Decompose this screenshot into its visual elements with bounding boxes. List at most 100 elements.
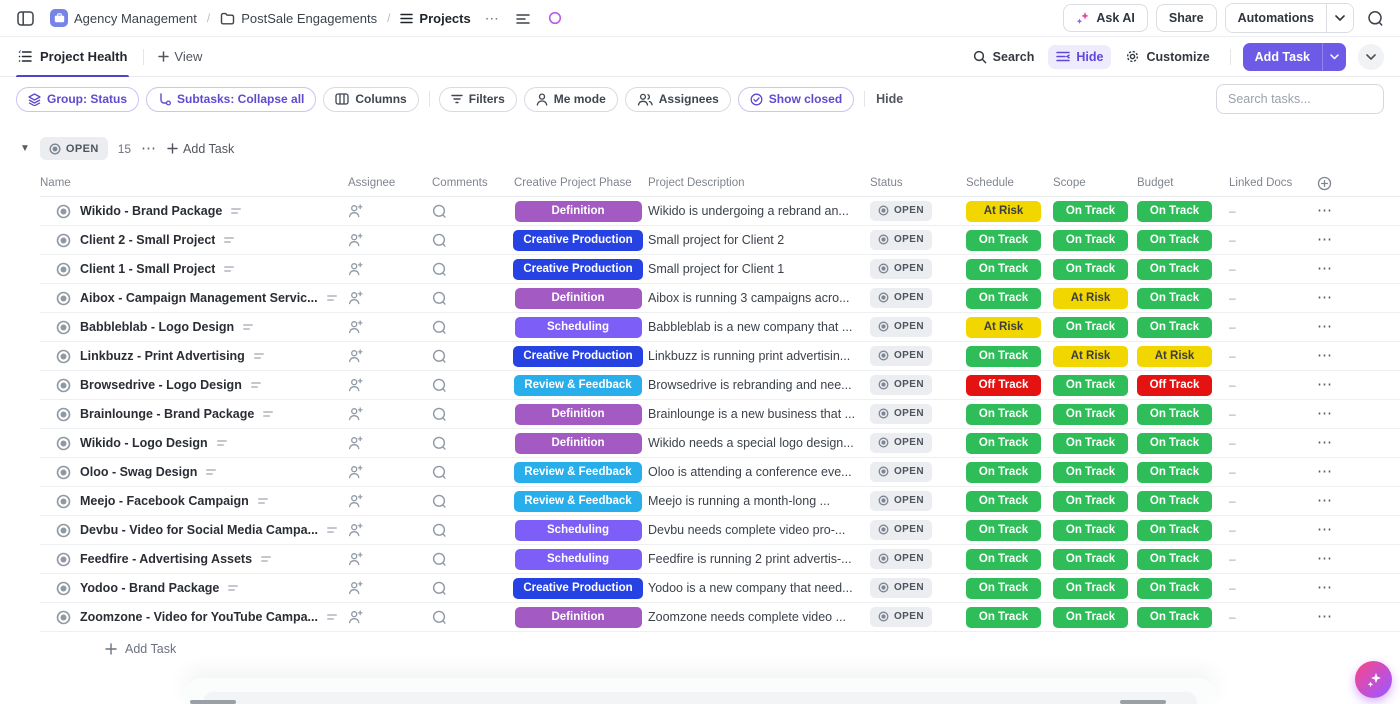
- row-menu-cell[interactable]: ⋯: [1317, 463, 1397, 480]
- budget-cell[interactable]: On Track: [1137, 287, 1229, 309]
- scope-pill[interactable]: At Risk: [1053, 345, 1128, 367]
- comments-cell[interactable]: [432, 494, 508, 509]
- budget-cell[interactable]: On Track: [1137, 403, 1229, 425]
- task-name-cell[interactable]: Oloo - Swag Design: [40, 465, 348, 480]
- task-status-radio-icon[interactable]: [56, 233, 71, 248]
- scope-cell[interactable]: On Track: [1053, 403, 1137, 425]
- column-header-comments[interactable]: Comments: [432, 177, 488, 189]
- share-button[interactable]: Share: [1155, 4, 1217, 32]
- linked-docs-cell[interactable]: –: [1229, 579, 1317, 597]
- scope-cell[interactable]: On Track: [1053, 316, 1137, 338]
- linked-docs-cell[interactable]: –: [1229, 463, 1317, 481]
- scope-cell[interactable]: On Track: [1053, 200, 1137, 222]
- status-badge[interactable]: OPEN: [870, 490, 932, 511]
- scope-pill[interactable]: On Track: [1053, 374, 1128, 396]
- schedule-pill[interactable]: On Track: [966, 519, 1041, 541]
- row-menu-cell[interactable]: ⋯: [1317, 550, 1397, 567]
- scope-pill[interactable]: On Track: [1053, 548, 1128, 570]
- scope-pill[interactable]: On Track: [1053, 200, 1128, 222]
- table-row[interactable]: Brainlounge - Brand Package Definition B…: [40, 400, 1400, 429]
- comment-bubble-icon[interactable]: [432, 204, 447, 219]
- table-row[interactable]: Browsedrive - Logo Design Review & Feedb…: [40, 371, 1400, 400]
- budget-cell[interactable]: On Track: [1137, 490, 1229, 512]
- schedule-pill[interactable]: At Risk: [966, 200, 1041, 222]
- add-assignee-icon[interactable]: [348, 552, 363, 566]
- task-status-radio-icon[interactable]: [56, 320, 71, 335]
- add-task-dropdown[interactable]: [1322, 42, 1346, 71]
- table-row[interactable]: Yodoo - Brand Package Creative Productio…: [40, 574, 1400, 603]
- status-cell[interactable]: OPEN: [870, 548, 966, 570]
- column-header-schedule[interactable]: Schedule: [966, 177, 1014, 189]
- budget-cell[interactable]: On Track: [1137, 577, 1229, 599]
- task-name-cell[interactable]: Feedfire - Advertising Assets: [40, 552, 348, 567]
- description-cell[interactable]: Small project for Client 2: [648, 231, 870, 249]
- add-assignee-icon[interactable]: [348, 465, 363, 479]
- row-menu-icon[interactable]: ⋯: [1317, 289, 1333, 306]
- add-view-button[interactable]: View: [158, 49, 202, 64]
- table-row[interactable]: Devbu - Video for Social Media Campa... …: [40, 516, 1400, 545]
- table-row[interactable]: Wikido - Logo Design Definition Wikido n…: [40, 429, 1400, 458]
- schedule-cell[interactable]: On Track: [966, 490, 1053, 512]
- column-header-budget[interactable]: Budget: [1137, 177, 1174, 189]
- comments-cell[interactable]: [432, 436, 508, 451]
- schedule-cell[interactable]: On Track: [966, 258, 1053, 280]
- budget-pill[interactable]: On Track: [1137, 200, 1212, 222]
- task-name-cell[interactable]: Wikido - Brand Package: [40, 204, 348, 219]
- linked-docs-cell[interactable]: –: [1229, 347, 1317, 365]
- ai-fab-button[interactable]: [1355, 661, 1392, 698]
- row-menu-icon[interactable]: ⋯: [1317, 463, 1333, 480]
- task-status-radio-icon[interactable]: [56, 436, 71, 451]
- row-menu-icon[interactable]: ⋯: [1317, 608, 1333, 625]
- schedule-cell[interactable]: On Track: [966, 577, 1053, 599]
- budget-pill[interactable]: At Risk: [1137, 345, 1212, 367]
- linked-docs-cell[interactable]: –: [1229, 521, 1317, 539]
- column-header-status[interactable]: Status: [870, 177, 903, 189]
- row-menu-cell[interactable]: ⋯: [1317, 231, 1397, 248]
- assignee-cell[interactable]: [348, 233, 432, 247]
- comments-cell[interactable]: [432, 610, 508, 625]
- scope-pill[interactable]: On Track: [1053, 606, 1128, 628]
- phase-pill[interactable]: Definition: [514, 606, 642, 628]
- scope-pill[interactable]: On Track: [1053, 229, 1128, 251]
- budget-cell[interactable]: On Track: [1137, 200, 1229, 222]
- task-status-radio-icon[interactable]: [56, 581, 71, 596]
- breadcrumb-space[interactable]: Agency Management: [46, 6, 201, 30]
- budget-cell[interactable]: At Risk: [1137, 345, 1229, 367]
- collapse-group-caret[interactable]: ▼: [20, 143, 30, 154]
- task-status-radio-icon[interactable]: [56, 465, 71, 480]
- status-cell[interactable]: OPEN: [870, 403, 966, 425]
- status-badge[interactable]: OPEN: [870, 606, 932, 627]
- tab-project-health[interactable]: Project Health: [16, 37, 130, 77]
- comments-cell[interactable]: [432, 523, 508, 538]
- schedule-pill[interactable]: On Track: [966, 606, 1041, 628]
- budget-pill[interactable]: On Track: [1137, 548, 1212, 570]
- budget-cell[interactable]: On Track: [1137, 548, 1229, 570]
- phase-cell[interactable]: Creative Production: [508, 577, 648, 599]
- linked-docs-cell[interactable]: –: [1229, 550, 1317, 568]
- row-menu-cell[interactable]: ⋯: [1317, 203, 1397, 218]
- scope-cell[interactable]: On Track: [1053, 374, 1137, 396]
- row-menu-icon[interactable]: ⋯: [1317, 434, 1333, 451]
- scope-pill[interactable]: On Track: [1053, 577, 1128, 599]
- table-row[interactable]: Linkbuzz - Print Advertising Creative Pr…: [40, 342, 1400, 371]
- status-badge[interactable]: OPEN: [870, 519, 932, 540]
- status-cell[interactable]: OPEN: [870, 432, 966, 454]
- task-name-cell[interactable]: Client 1 - Small Project: [40, 262, 348, 277]
- row-menu-icon[interactable]: ⋯: [1317, 231, 1333, 248]
- description-cell[interactable]: Wikido is undergoing a rebrand an...: [648, 202, 870, 220]
- comment-bubble-icon[interactable]: [432, 465, 447, 480]
- assignee-cell[interactable]: [348, 552, 432, 566]
- budget-cell[interactable]: On Track: [1137, 519, 1229, 541]
- comment-bubble-icon[interactable]: [432, 610, 447, 625]
- phase-pill[interactable]: Scheduling: [514, 519, 642, 541]
- assignee-cell[interactable]: [348, 465, 432, 479]
- scope-pill[interactable]: On Track: [1053, 432, 1128, 454]
- table-row[interactable]: Wikido - Brand Package Definition Wikido…: [40, 197, 1400, 226]
- schedule-cell[interactable]: On Track: [966, 432, 1053, 454]
- row-menu-icon[interactable]: ⋯: [1317, 550, 1333, 567]
- column-header-scope[interactable]: Scope: [1053, 177, 1086, 189]
- phase-cell[interactable]: Review & Feedback: [508, 461, 648, 483]
- table-row[interactable]: Babbleblab - Logo Design Scheduling Babb…: [40, 313, 1400, 342]
- assignee-cell[interactable]: [348, 291, 432, 305]
- comments-cell[interactable]: [432, 465, 508, 480]
